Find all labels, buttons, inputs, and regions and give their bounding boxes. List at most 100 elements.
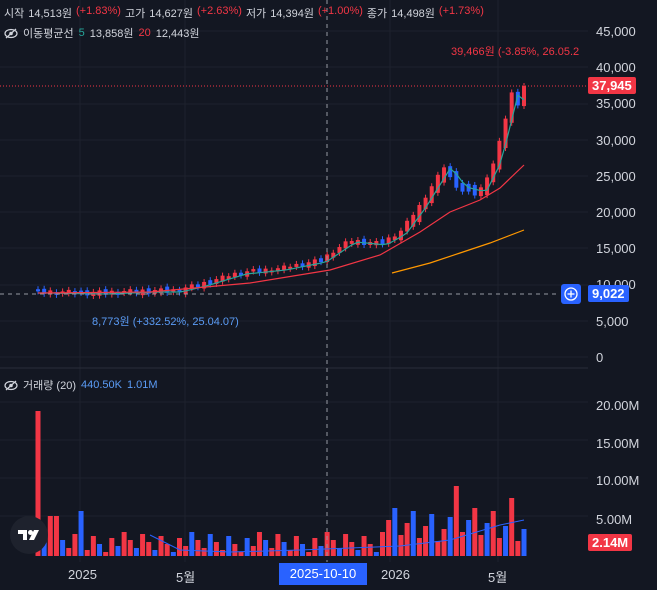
volume-bar [509,498,515,556]
candle-body [208,280,213,285]
volume-bar [238,552,244,556]
volume-bar [60,540,66,556]
ma5-period: 5 [78,27,85,39]
volume-bar [447,517,453,556]
volume-bar [423,526,429,556]
candle-body [435,174,440,193]
price-tick: 40,000 [596,60,636,75]
volume-bar [220,550,226,556]
high-value: 14,627원 [149,8,193,20]
candle-body [128,289,133,293]
close-change: (+1.73%) [438,5,484,17]
volume-bar [459,532,465,556]
volume-ma-line [149,519,525,553]
candle-body [239,272,244,276]
volume-bar [490,511,496,556]
candle-body [405,220,410,232]
volume-bar [170,552,176,556]
candle-body [66,289,71,294]
volume-bar [343,534,349,556]
candle-body [36,289,40,292]
volume-bar [53,516,59,556]
volume-bar [47,516,53,556]
volume-bar [164,544,170,556]
open-label: 시작 [4,8,25,20]
candle-body [386,237,391,244]
low-label: 저가 [245,8,267,20]
candle-body [288,266,293,269]
candle-body [177,289,182,293]
moving-average-lines [37,94,525,295]
time-tick: 5월 [176,570,196,585]
volume-bar [127,540,133,556]
tradingview-logo[interactable] [10,516,48,554]
volume-bar [183,546,189,556]
candle-body [318,258,323,263]
volume-bar [453,486,459,556]
price-tick: 0 [596,350,604,365]
candle-body [337,247,342,253]
volume-bar [496,538,502,556]
candlestick-series [36,83,526,299]
volume-bar [386,520,392,556]
volume-bar [35,411,41,556]
volume-bar [515,541,521,556]
candle-body [497,140,502,170]
price-tick: 20,000 [596,205,636,220]
volume-label: 거래량 (20) [23,380,76,392]
candle-body [343,241,348,249]
volume-bar [213,542,219,556]
volume-bar [392,508,398,556]
volume-bar [416,538,422,556]
volume-bar [275,534,281,556]
volume-bar [195,540,201,556]
volume-bar [41,538,47,556]
candle-body [362,238,367,246]
ma20-value: 12,443원 [155,28,200,40]
last-volume-badge: 2.14M [588,534,633,551]
candle-body [454,171,459,188]
candle-body [429,186,434,204]
volume-bar [484,523,490,556]
volume-bar [133,548,139,556]
time-tick: 2026 [381,567,410,582]
low-value: 14,394원 [270,8,314,20]
candle-body [478,187,483,197]
volume-bar [269,548,275,556]
volume-bar [176,538,182,556]
price-grid [0,0,588,562]
volume-bar [380,532,386,556]
low-change: (+1.00%) [317,5,363,17]
volume-bar [429,514,435,556]
volume-bar [256,532,262,556]
add-alert-button[interactable] [561,284,581,304]
candle-body [509,92,514,123]
eye-off-icon[interactable] [4,28,18,39]
price-tick: 35,000 [596,96,636,111]
candle-body [214,279,219,284]
candle-body [294,263,299,267]
volume-bar [90,536,96,556]
eye-off-icon[interactable] [4,380,18,391]
volume-bar [312,538,318,556]
volume-bar [103,552,109,556]
volume-tick: 20.00M [596,398,640,413]
volume-bar [441,529,447,556]
volume-bars [35,411,527,556]
volume-bar [355,550,361,556]
ma20-period: 20 [138,27,151,39]
candle-body [300,263,305,268]
ma-legend[interactable]: 이동평균선 5 13,858원 20 12,443원 [4,25,200,41]
candle-body [491,163,496,183]
plus-icon [564,287,578,301]
price-tick: 5,000 [596,314,629,329]
crosshair-date-badge: 2025-10-10 [279,563,367,585]
ma5-value: 13,858원 [89,28,134,40]
volume-bar [293,536,299,556]
candle-body [398,230,403,241]
volume-legend[interactable]: 거래량 (20) 440.50K 1.01M [4,377,158,393]
ma5-line [38,94,525,295]
ma20-line [37,164,525,294]
volume-bar [503,526,509,556]
